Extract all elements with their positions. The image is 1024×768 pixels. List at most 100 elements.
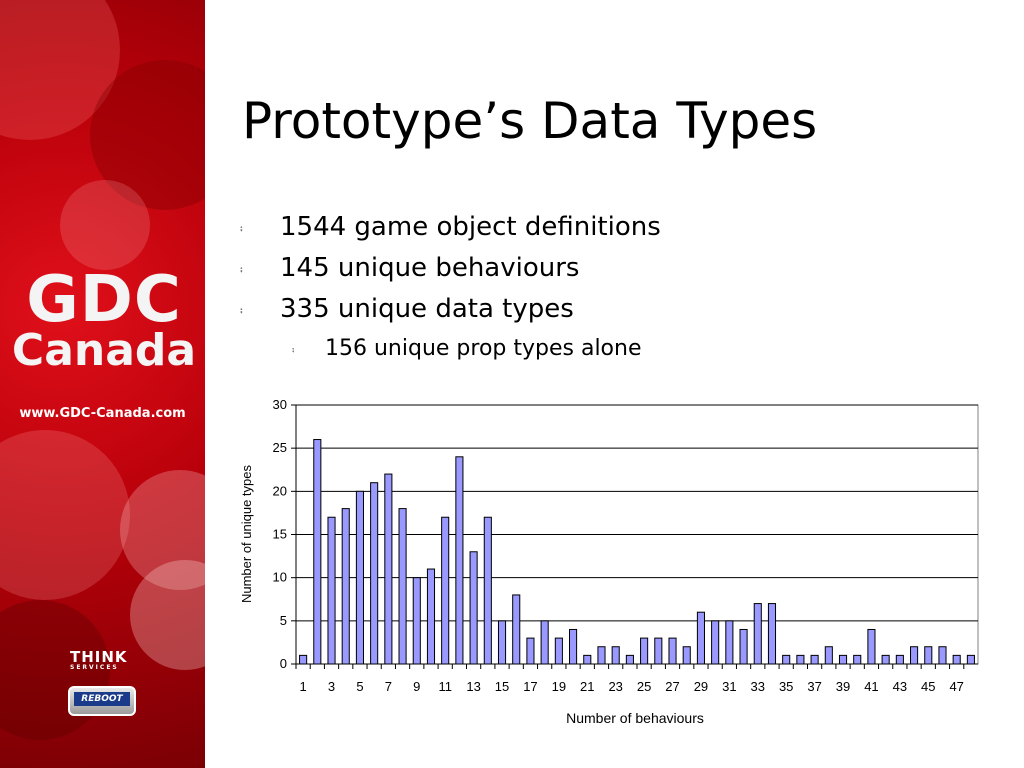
x-tick-label: 37 — [807, 679, 821, 694]
bar — [611, 646, 620, 665]
bullet-icon: ⨾ — [240, 260, 243, 276]
bar — [299, 654, 308, 665]
y-tick-label: 10 — [273, 570, 287, 585]
bar — [483, 516, 492, 665]
bar — [881, 654, 890, 665]
x-tick-label: 41 — [864, 679, 878, 694]
bar — [569, 628, 578, 665]
think-services-logo: THINK SERVICES — [70, 648, 128, 671]
gdc-canada-logo: GDC Canada — [8, 268, 200, 374]
website-url: www.GDC-Canada.com — [19, 406, 186, 421]
bullet-icon: ⨾ — [240, 219, 243, 235]
x-tick-label: 29 — [694, 679, 708, 694]
sidebar-banner: GDC Canada www.GDC-Canada.com THINK SERV… — [0, 0, 205, 768]
bar — [952, 654, 961, 665]
bar — [782, 654, 791, 665]
bullet-text: 335 unique data types — [280, 294, 574, 324]
bar — [668, 637, 677, 665]
x-tick-label: 7 — [385, 679, 392, 694]
bar — [412, 577, 421, 665]
bar — [838, 654, 848, 665]
x-tick-label: 5 — [356, 679, 363, 694]
reboot-text: REBOOT — [74, 692, 130, 706]
bar — [910, 646, 919, 665]
bar — [455, 456, 464, 665]
bullet-item: ⨾ 335 unique data types — [240, 294, 574, 324]
think-text: THINK — [70, 648, 128, 666]
bar — [426, 568, 436, 665]
bar — [753, 603, 762, 665]
bar — [554, 637, 563, 665]
bar — [696, 611, 705, 665]
bar — [583, 654, 592, 665]
bar — [966, 654, 975, 665]
x-tick-label: 31 — [722, 679, 736, 694]
bar — [526, 637, 535, 665]
bar — [853, 654, 862, 665]
logo-gdc-text: GDC — [26, 263, 182, 337]
x-tick-label: 1 — [299, 679, 306, 694]
bar — [767, 603, 777, 665]
x-tick-label: 35 — [779, 679, 793, 694]
bar — [640, 637, 649, 665]
bullet-item: ⨾ 145 unique behaviours — [240, 253, 579, 283]
reboot-logo: REBOOT — [68, 686, 136, 716]
chart-gridlines — [295, 404, 979, 665]
bar — [895, 654, 904, 665]
services-text: SERVICES — [70, 664, 119, 671]
bar — [810, 654, 819, 665]
bar — [384, 473, 393, 665]
bullet-icon: ⨾ — [292, 341, 295, 355]
bar — [682, 646, 691, 665]
bar — [540, 620, 549, 665]
y-tick-label: 15 — [273, 527, 287, 542]
y-tick-label: 20 — [273, 483, 287, 498]
bar — [824, 646, 833, 665]
bar — [725, 620, 734, 665]
bar — [441, 516, 450, 665]
bar — [867, 628, 876, 665]
decor-circle — [60, 180, 150, 270]
bar — [341, 508, 350, 665]
bullet-text: 156 unique prop types alone — [325, 336, 642, 361]
y-axis-label: Number of unique types — [239, 464, 254, 603]
x-tick-label: 13 — [466, 679, 480, 694]
bullet-text: 1544 game object definitions — [280, 212, 661, 242]
bullet-text: 145 unique behaviours — [280, 253, 580, 283]
x-tick-label: 21 — [580, 679, 594, 694]
x-tick-label: 45 — [921, 679, 935, 694]
decor-circle — [90, 60, 205, 210]
bar — [512, 594, 521, 665]
bar — [497, 620, 507, 665]
y-tick-label: 25 — [273, 440, 287, 455]
x-tick-label: 3 — [328, 679, 335, 694]
x-tick-label: 9 — [413, 679, 420, 694]
bar — [355, 490, 364, 665]
y-tick-label: 5 — [280, 613, 287, 628]
bar — [654, 637, 663, 665]
decor-circle — [0, 430, 130, 600]
x-tick-label: 25 — [637, 679, 651, 694]
x-axis-label: Number of behaviours — [566, 710, 704, 726]
x-tick-label: 43 — [893, 679, 907, 694]
logo-canada-text: Canada — [11, 325, 197, 376]
x-tick-label: 17 — [523, 679, 537, 694]
x-tick-label: 23 — [608, 679, 622, 694]
x-tick-label: 39 — [836, 679, 850, 694]
bar — [398, 508, 407, 665]
bar — [370, 482, 379, 665]
x-tick-label: 47 — [949, 679, 963, 694]
bar — [469, 551, 478, 665]
bullet-icon: ⨾ — [240, 301, 243, 317]
bar — [739, 628, 748, 665]
bar — [625, 654, 634, 665]
x-tick-label: 15 — [495, 679, 509, 694]
sub-bullet-item: ⨾ 156 unique prop types alone — [292, 336, 642, 361]
x-tick-label: 27 — [665, 679, 679, 694]
decor-circle — [0, 600, 110, 740]
y-tick-label: 30 — [273, 397, 287, 412]
bar — [327, 516, 336, 665]
x-tick-label: 11 — [438, 679, 452, 694]
x-tick-label: 33 — [751, 679, 765, 694]
